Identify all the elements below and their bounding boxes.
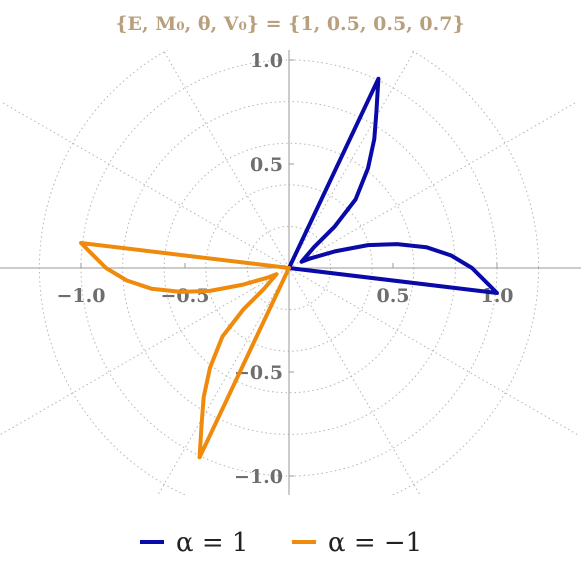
y-tick-label: 0.5 [250, 154, 283, 176]
x-tick-label: 1.0 [480, 285, 513, 307]
x-tick-label: −0.5 [161, 285, 210, 307]
x-tick-label: −1.0 [57, 285, 106, 307]
grid-spoke-150 [0, 101, 578, 435]
y-tick-label: −1.0 [234, 466, 283, 488]
series-line-2 [79, 241, 291, 460]
legend: α = 1 α = −1 [140, 528, 422, 558]
y-tick-label: −0.5 [234, 362, 283, 384]
series-layer [79, 76, 499, 460]
axes [0, 50, 581, 495]
y-tick-label: 1.0 [250, 50, 283, 72]
grid-spoke-120 [162, 50, 421, 495]
legend-label-1: α = 1 [176, 528, 248, 558]
grid-spoke-30 [0, 101, 578, 435]
grid-spoke-60 [157, 50, 416, 495]
chart-title: {E, M₀, θ, V₀} = {1, 0.5, 0.5, 0.7} [115, 13, 464, 35]
x-tick-label: 0.5 [376, 285, 409, 307]
series-line-1 [287, 76, 499, 295]
legend-label-2: α = −1 [328, 528, 422, 558]
